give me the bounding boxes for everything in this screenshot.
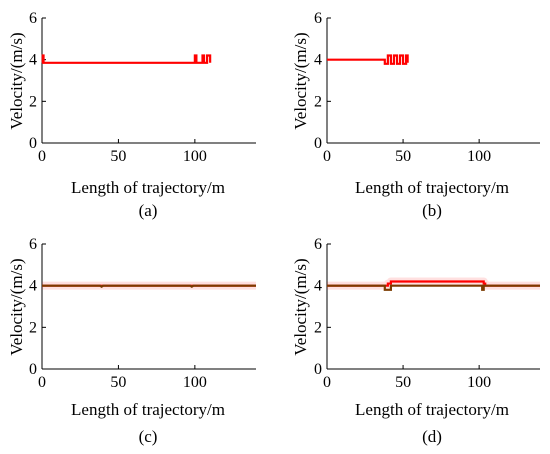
y-tick-label-c: 2 (29, 319, 37, 336)
y-tick-label-b: 6 (314, 10, 322, 27)
y-axis-label-d: Velocity/(m/s) (291, 258, 310, 355)
x-tick-label-d: 0 (323, 374, 331, 391)
x-tick-label-c: 100 (183, 374, 207, 391)
y-tick-label-b: 4 (314, 52, 322, 69)
y-tick-label-a: 4 (29, 52, 37, 69)
panel-a: Velocity/(m/s) Length of trajectory/m (a… (7, 10, 256, 220)
x-tick-label-d: 100 (467, 374, 491, 391)
x-tick-label-b: 100 (467, 148, 491, 165)
x-axis-label-c: Length of trajectory/m (71, 400, 225, 419)
x-tick-label-c: 0 (38, 374, 46, 391)
y-tick-label-b: 2 (314, 93, 322, 110)
x-tick-label-d: 50 (395, 374, 411, 391)
caption-a: (a) (139, 201, 158, 220)
y-tick-label-d: 4 (314, 278, 322, 295)
series-line-b-1 (327, 54, 409, 65)
x-axis-label-a: Length of trajectory/m (71, 178, 225, 197)
x-tick-label-c: 50 (110, 374, 126, 391)
y-tick-label-b: 0 (314, 135, 322, 152)
x-tick-label-a: 50 (110, 148, 126, 165)
series-line-c-2 (42, 284, 256, 289)
panel-c: Velocity/(m/s) Length of trajectory/m (c… (7, 236, 256, 446)
x-tick-label-b: 50 (395, 148, 411, 165)
y-tick-label-c: 4 (29, 278, 37, 295)
x-tick-label-b: 0 (323, 148, 331, 165)
series-line-d-2 (327, 284, 540, 291)
y-tick-label-c: 6 (29, 236, 37, 253)
x-tick-label-a: 0 (38, 148, 46, 165)
y-tick-label-a: 2 (29, 93, 37, 110)
panel-b: Velocity/(m/s) Length of trajectory/m (b… (291, 10, 540, 220)
panel-d: Velocity/(m/s) Length of trajectory/m (d… (291, 236, 540, 446)
y-tick-label-d: 0 (314, 361, 322, 378)
y-tick-label-c: 0 (29, 361, 37, 378)
y-tick-label-d: 2 (314, 319, 322, 336)
caption-b: (b) (422, 201, 442, 220)
x-axis-label-b: Length of trajectory/m (355, 178, 509, 197)
x-axis-label-d: Length of trajectory/m (355, 400, 509, 419)
x-tick-label-a: 100 (183, 148, 207, 165)
y-axis-label-b: Velocity/(m/s) (291, 32, 310, 129)
y-axis-label-a: Velocity/(m/s) (7, 32, 26, 129)
caption-d: (d) (422, 427, 442, 446)
series-line-a-1 (41, 54, 212, 64)
caption-c: (c) (139, 427, 158, 446)
y-tick-label-a: 6 (29, 10, 37, 27)
y-tick-label-d: 6 (314, 236, 322, 253)
y-axis-label-c: Velocity/(m/s) (7, 258, 26, 355)
y-tick-label-a: 0 (29, 135, 37, 152)
